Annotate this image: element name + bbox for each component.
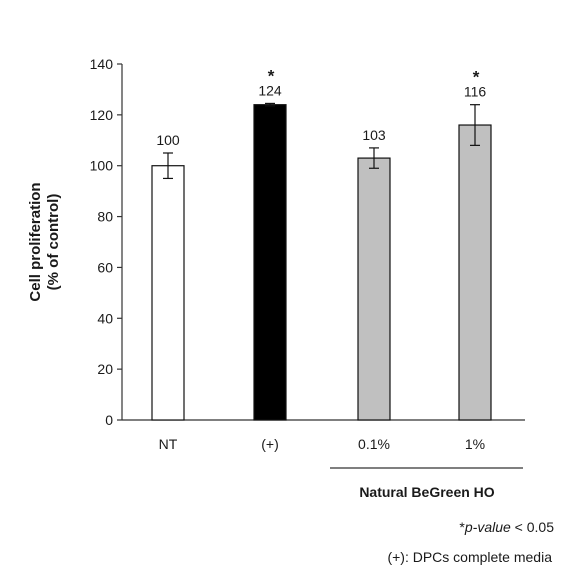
significance-marker: * xyxy=(473,68,480,87)
x-category-label: 1% xyxy=(465,436,485,452)
footnotes: *p-value < 0.05 (+): DPCs complete media xyxy=(387,519,554,565)
x-category-label: 0.1% xyxy=(358,436,390,452)
y-tick-label: 80 xyxy=(97,209,113,225)
x-axis-categories: NT (+) 0.1% 1% xyxy=(159,436,485,452)
data-label: 124 xyxy=(258,82,282,98)
data-label: 116 xyxy=(464,84,487,100)
y-tick-label: 120 xyxy=(90,107,114,123)
y-tick-label: 20 xyxy=(97,361,113,377)
bars xyxy=(151,102,492,421)
y-axis-title-line: (% of control) xyxy=(45,194,62,291)
data-label: 100 xyxy=(156,132,180,148)
y-axis-label: Cell proliferation (% of control) xyxy=(27,182,62,301)
y-tick-label: 140 xyxy=(90,56,114,72)
positive-control-note: (+): DPCs complete media xyxy=(387,549,552,565)
group-label: Natural BeGreen HO xyxy=(359,484,494,500)
y-tick-label: 40 xyxy=(97,310,113,326)
data-label: 103 xyxy=(362,127,386,143)
pvalue-note: *p-value < 0.05 xyxy=(459,519,554,535)
significance-marker: * xyxy=(268,66,275,85)
group-bracket: Natural BeGreen HO xyxy=(330,467,523,500)
y-axis: 0 20 40 60 80 100 120 140 xyxy=(90,56,525,428)
y-tick-label: 100 xyxy=(90,158,114,174)
y-axis-title-line: Cell proliferation xyxy=(27,182,44,301)
bar xyxy=(458,124,492,421)
bar xyxy=(253,104,287,421)
x-category-label: NT xyxy=(159,436,178,452)
y-tick-label: 0 xyxy=(105,412,113,428)
x-category-label: (+) xyxy=(261,436,279,452)
bar xyxy=(151,165,185,421)
bar xyxy=(357,157,391,421)
y-tick-label: 60 xyxy=(97,259,113,275)
